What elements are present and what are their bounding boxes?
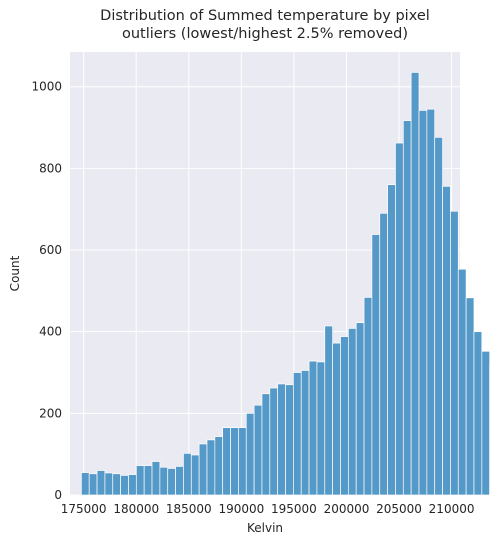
x-tick-label: 210000	[429, 502, 475, 516]
histogram-bar	[293, 373, 301, 495]
chart-title-line-2: outliers (lowest/highest 2.5% removed)	[70, 26, 460, 42]
x-tick-label: 185000	[166, 502, 212, 516]
histogram-bar	[403, 121, 411, 495]
chart-title-line-1: Distribution of Summed temperature by pi…	[70, 8, 460, 24]
histogram-bar	[395, 143, 403, 495]
histogram-bar	[364, 297, 372, 495]
histogram-bar	[144, 466, 152, 495]
histogram-bar	[482, 351, 490, 495]
histogram-bar	[474, 332, 482, 495]
histogram-bar	[333, 343, 341, 495]
histogram-bar	[372, 235, 380, 495]
histogram-bar	[325, 326, 333, 495]
histogram-bar	[176, 466, 184, 495]
histogram-bar	[136, 466, 144, 495]
histogram-bar	[238, 428, 246, 495]
histogram-bar	[160, 467, 168, 495]
histogram-bar	[458, 269, 466, 495]
histogram-bar	[191, 455, 199, 495]
histogram-bar	[356, 323, 364, 495]
histogram-bar	[427, 109, 435, 495]
histogram-bar	[301, 370, 309, 495]
histogram-bar	[270, 388, 278, 495]
histogram-bar	[388, 185, 396, 495]
y-tick-label: 0	[54, 488, 62, 502]
y-tick-label: 1000	[31, 80, 62, 94]
x-tick-label: 205000	[376, 502, 422, 516]
histogram-bar	[183, 453, 191, 495]
y-tick-label: 600	[39, 243, 62, 257]
histogram-bar	[223, 428, 231, 495]
histogram-bar	[199, 444, 207, 495]
x-axis-label: Kelvin	[247, 521, 283, 535]
histogram-bar	[411, 72, 419, 495]
histogram-bar	[286, 385, 294, 495]
histogram-bar	[168, 468, 176, 495]
histogram-bar	[262, 394, 270, 495]
histogram-bar	[128, 475, 136, 495]
histogram-bar	[443, 186, 451, 495]
y-tick-label: 400	[39, 325, 62, 339]
y-axis-label: Count	[8, 255, 22, 291]
histogram-bar	[435, 137, 443, 495]
x-tick-label: 190000	[218, 502, 264, 516]
histogram-bar	[81, 473, 89, 495]
x-tick-label: 180000	[113, 502, 159, 516]
histogram-bar	[254, 405, 262, 495]
histogram-bar	[152, 462, 160, 495]
histogram-bar	[207, 440, 215, 495]
histogram-bar	[450, 211, 458, 495]
y-tick-label: 800	[39, 161, 62, 175]
histogram-bar	[215, 437, 223, 495]
histogram-bar	[466, 298, 474, 495]
x-tick-label: 175000	[61, 502, 107, 516]
histogram-bar	[380, 213, 388, 495]
histogram-bar	[113, 474, 121, 495]
x-tick-label: 200000	[324, 502, 370, 516]
histogram-bar	[89, 474, 97, 495]
histogram-bar	[246, 413, 254, 495]
histogram-bar	[278, 384, 286, 495]
histogram-bar	[309, 361, 317, 495]
x-tick-label: 195000	[271, 502, 317, 516]
histogram-bar	[340, 337, 348, 495]
histogram-bar	[121, 475, 129, 495]
histogram-bar	[419, 110, 427, 495]
histogram-bar	[105, 473, 113, 495]
histogram-bar	[317, 362, 325, 495]
histogram-bar	[231, 428, 239, 495]
y-tick-label: 200	[39, 406, 62, 420]
histogram-bar	[97, 471, 105, 495]
histogram-bar	[348, 328, 356, 495]
